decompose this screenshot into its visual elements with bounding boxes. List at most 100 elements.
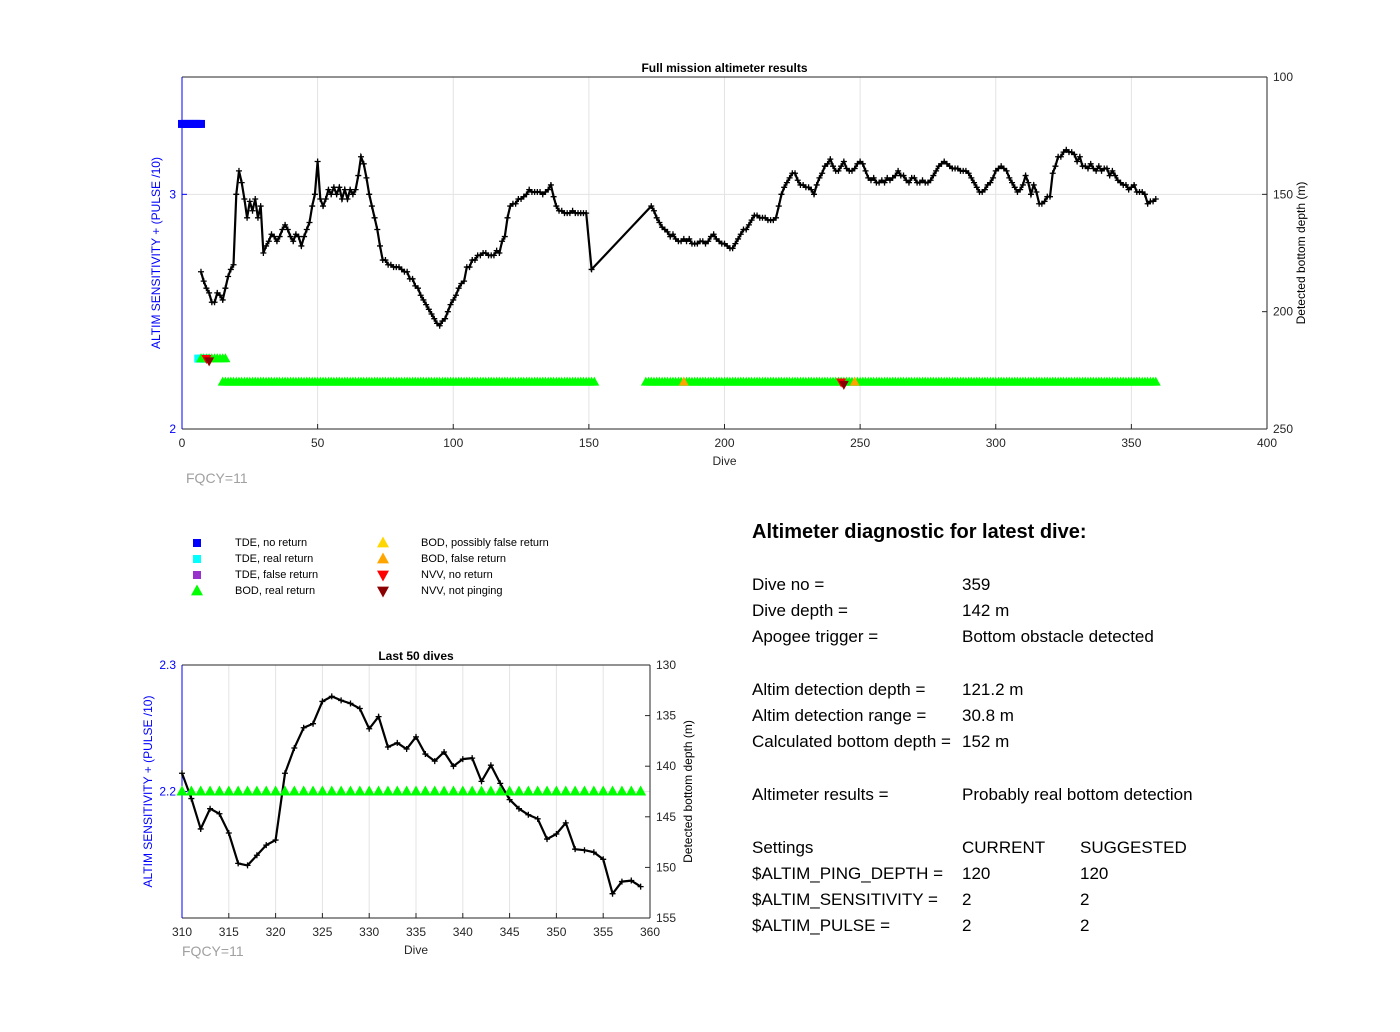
full-mission-depth-point <box>1017 186 1024 193</box>
full-mission-depth-point <box>450 296 457 303</box>
last-50-marker-triangle-up <box>176 785 188 796</box>
full-mission-depth-point <box>219 296 226 303</box>
last-50-depth-point <box>450 763 457 770</box>
full-mission-depth-point <box>851 165 858 172</box>
full-mission-depth-point <box>773 214 780 221</box>
full-mission-depth-point <box>1141 191 1148 198</box>
last-50-x-tick-label: 320 <box>266 925 286 939</box>
legend-label-nvv-no-return: NVV, no return <box>421 569 493 581</box>
last-50-depth-point <box>506 796 513 803</box>
full-mission-depth-point <box>276 233 283 240</box>
full-mission-depth-point <box>653 214 660 221</box>
full-mission-depth-point <box>501 233 508 240</box>
full-mission-depth-point <box>374 226 381 233</box>
last-50-depth-point <box>281 770 288 777</box>
full-mission-depth-point <box>339 196 346 203</box>
full-mission-x-tick-label: 250 <box>850 436 870 450</box>
full-mission-y-right-tick-label: 200 <box>1273 305 1293 319</box>
full-mission-depth-point <box>813 181 820 188</box>
full-mission-depth-point <box>781 184 788 191</box>
full-mission-depth-point <box>1057 153 1064 160</box>
full-mission-depth-point <box>466 264 473 271</box>
last-50-y-left-tick-label: 2.3 <box>159 658 176 672</box>
full-mission-depth-point <box>306 219 313 226</box>
legend-marker-triangle-down <box>377 586 389 598</box>
full-mission-depth-point <box>1019 181 1026 188</box>
full-mission-depth-point <box>1022 172 1029 179</box>
full-mission-depth-point <box>303 226 310 233</box>
last-50-marker-triangle-up <box>513 785 525 796</box>
full-mission-depth-point <box>349 191 356 198</box>
full-mission-depth-point <box>436 322 443 329</box>
full-mission-depth-point <box>377 242 384 249</box>
full-mission-depth-point <box>200 278 207 285</box>
last-50-marker-triangle-up <box>429 785 441 796</box>
full-mission-depth-point <box>298 242 305 249</box>
full-mission-x-tick-label: 100 <box>443 436 463 450</box>
full-mission-marker-triangle-down <box>204 357 215 367</box>
legend-marker-triangle-up <box>377 536 389 548</box>
last-50-depth-point <box>515 805 522 812</box>
full-mission-depth-point <box>447 301 454 308</box>
dive-no-label: Dive no = <box>752 575 825 594</box>
full-mission-depth-point <box>244 214 251 221</box>
last-50-marker-triangle-up <box>578 785 590 796</box>
full-mission-depth-point <box>428 311 435 318</box>
full-mission-depth-point <box>990 174 997 181</box>
full-mission-depth-point <box>1087 160 1094 167</box>
sensitivity-current: 2 <box>962 890 972 909</box>
last-50-marker-triangle-up <box>288 785 300 796</box>
full-mission-depth-point <box>263 242 270 249</box>
sensitivity-label: $ALTIM_SENSITIVITY = <box>752 890 938 909</box>
full-mission-depth-point <box>279 226 286 233</box>
full-mission-y-right-tick-label: 250 <box>1273 422 1293 436</box>
last-50-depth-point <box>637 883 644 890</box>
full-mission-marker-triangle-down <box>838 380 849 390</box>
full-mission-depth-point <box>241 196 248 203</box>
full-mission-depth-point <box>745 221 752 228</box>
fqcy-label-bottom: FQCY=11 <box>182 943 244 959</box>
full-mission-depth-point <box>358 153 365 160</box>
full-mission-depth-point <box>775 203 782 210</box>
full-mission-depth-point <box>328 191 335 198</box>
full-mission-depth-point <box>973 184 980 191</box>
full-mission-depth-point <box>260 250 267 256</box>
full-mission-depth-point <box>748 217 755 224</box>
full-mission-depth-point <box>211 299 218 306</box>
last-50-chart: 310 315 320 325 330 335 340 345 350 355 360 2.2 2.3 1… <box>141 649 695 957</box>
last-50-marker-triangle-up <box>260 785 272 796</box>
last-50-x-tick-label: 330 <box>359 925 379 939</box>
full-mission-depth-point <box>911 174 918 181</box>
full-mission-depth-point <box>664 228 671 235</box>
last-50-marker-triangle-up <box>326 785 338 796</box>
full-mission-depth-point <box>840 158 847 165</box>
full-mission-depth-point <box>859 160 866 167</box>
full-mission-depth-point <box>778 191 785 198</box>
full-mission-depth-point <box>235 167 242 174</box>
last-50-depth-point <box>216 810 223 817</box>
full-mission-depth-point <box>927 177 934 184</box>
full-mission-depth-point <box>1084 165 1091 172</box>
full-mission-depth-point <box>265 238 272 245</box>
full-mission-depth-point <box>650 207 657 214</box>
full-mission-depth-point <box>550 193 557 200</box>
full-mission-depth-point <box>827 156 834 163</box>
full-mission-marker-triangle-up <box>220 353 231 363</box>
last-50-depth-point <box>179 770 185 777</box>
dive-depth-value: 142 m <box>962 601 1010 620</box>
full-mission-depth-point <box>216 292 223 299</box>
last-50-marker-triangle-up <box>541 785 553 796</box>
legend-marker-square <box>193 555 201 563</box>
full-mission-depth-point <box>1109 167 1116 174</box>
full-mission-depth-point <box>311 191 318 198</box>
last-50-series-detected-bottom-depth <box>179 693 644 897</box>
full-mission-depth-point <box>425 306 432 313</box>
last-50-marker-triangle-up <box>485 785 497 796</box>
full-mission-depth-point <box>794 177 801 184</box>
last-50-depth-point <box>459 756 466 763</box>
full-mission-y-right-tick-label: 100 <box>1273 70 1293 84</box>
full-mission-depth-point <box>732 240 739 247</box>
full-mission-depth-point <box>1152 196 1159 203</box>
last-50-marker-triangle-up <box>476 785 488 796</box>
full-mission-depth-point <box>382 257 389 264</box>
